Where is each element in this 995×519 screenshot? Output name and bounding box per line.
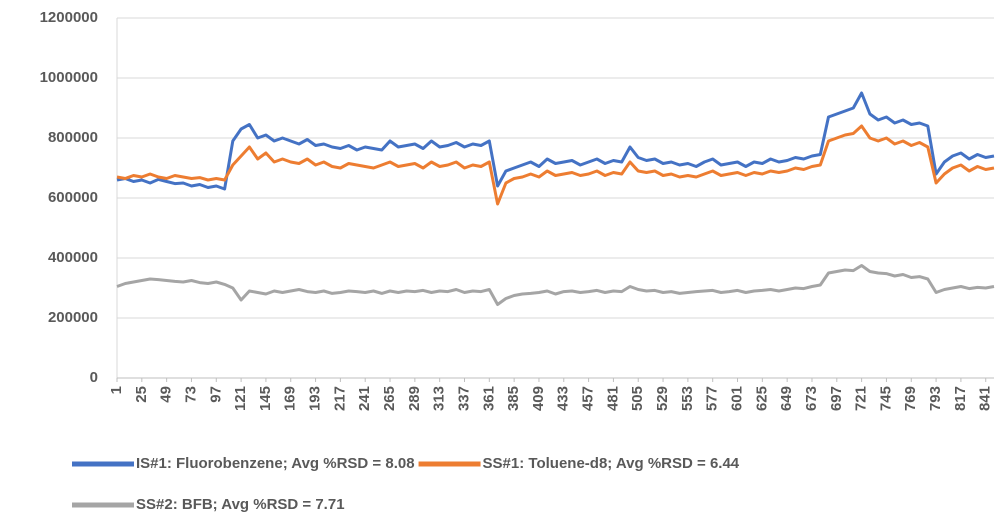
x-tick-label: 217 bbox=[331, 386, 348, 411]
x-tick-label: 433 bbox=[555, 386, 572, 411]
x-tick-label: 25 bbox=[133, 386, 150, 403]
x-tick-label: 577 bbox=[704, 386, 721, 411]
x-tick-label: 361 bbox=[480, 386, 497, 411]
x-tick-label: 385 bbox=[505, 386, 522, 411]
x-tick-label: 289 bbox=[406, 386, 423, 411]
x-tick-label: 625 bbox=[753, 386, 770, 411]
x-tick-label: 409 bbox=[530, 386, 547, 411]
x-tick-label: 673 bbox=[803, 386, 820, 411]
x-tick-label: 697 bbox=[828, 386, 845, 411]
y-tick-label: 400000 bbox=[48, 249, 98, 266]
y-tick-label: 600000 bbox=[48, 189, 98, 206]
x-tick-label: 73 bbox=[182, 386, 199, 403]
x-tick-label: 793 bbox=[927, 386, 944, 411]
y-tick-label: 1000000 bbox=[40, 69, 98, 86]
y-tick-label: 1200000 bbox=[40, 9, 98, 26]
x-tick-label: 601 bbox=[728, 386, 745, 411]
x-tick-label: 529 bbox=[654, 386, 671, 411]
y-tick-label: 200000 bbox=[48, 309, 98, 326]
x-tick-label: 817 bbox=[952, 386, 969, 411]
x-tick-label: 337 bbox=[455, 386, 472, 411]
x-tick-label: 313 bbox=[431, 386, 448, 411]
series-line bbox=[116, 264, 995, 306]
x-tick-label: 481 bbox=[604, 386, 621, 411]
x-tick-label: 145 bbox=[257, 386, 274, 411]
legend-label: SS#1: Toluene-d8; Avg %RSD = 6.44 bbox=[483, 455, 740, 472]
series-line bbox=[116, 91, 995, 191]
x-tick-label: 745 bbox=[877, 386, 894, 411]
legend-label: IS#1: Fluorobenzene; Avg %RSD = 8.08 bbox=[136, 455, 415, 472]
x-tick-label: 193 bbox=[307, 386, 324, 411]
x-tick-label: 649 bbox=[778, 386, 795, 411]
x-tick-label: 265 bbox=[381, 386, 398, 411]
x-tick-label: 841 bbox=[977, 386, 994, 411]
x-tick-label: 553 bbox=[679, 386, 696, 411]
x-tick-label: 121 bbox=[232, 386, 249, 411]
y-tick-label: 800000 bbox=[48, 129, 98, 146]
y-tick-label: 0 bbox=[90, 369, 98, 386]
x-tick-label: 505 bbox=[629, 386, 646, 411]
x-tick-label: 769 bbox=[902, 386, 919, 411]
x-tick-label: 1 bbox=[108, 386, 125, 394]
x-tick-label: 97 bbox=[207, 386, 224, 403]
x-tick-label: 49 bbox=[158, 386, 175, 403]
series-line bbox=[116, 124, 995, 206]
legend-label: SS#2: BFB; Avg %RSD = 7.71 bbox=[136, 496, 345, 513]
x-tick-label: 169 bbox=[282, 386, 299, 411]
x-tick-label: 457 bbox=[580, 386, 597, 411]
x-tick-label: 241 bbox=[356, 386, 373, 411]
x-tick-label: 721 bbox=[853, 386, 870, 411]
